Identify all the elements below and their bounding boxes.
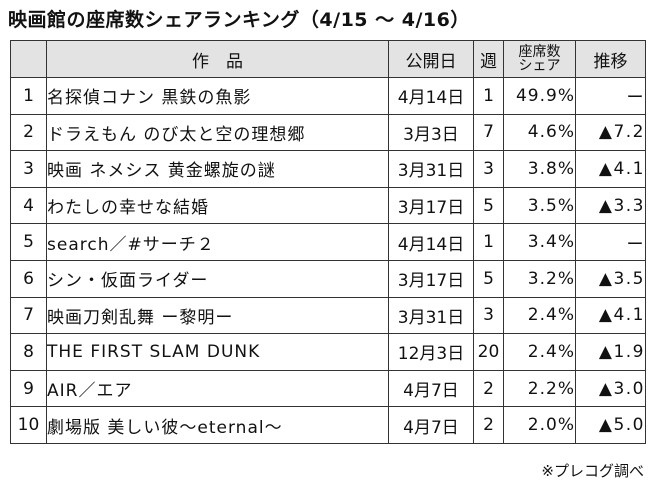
release-cell: 4月14日 — [388, 77, 474, 115]
release-cell: 4月7日 — [388, 369, 474, 408]
weeks-cell: 1 — [473, 77, 504, 115]
share-cell: 4.6% — [503, 113, 576, 152]
title-cell: AIR／エア — [46, 369, 389, 408]
share-cell: 2.4% — [503, 296, 576, 335]
table-row: 6 シン・仮面ライダー 3月17日 5 3.2% ▲3.5 — [10, 259, 646, 298]
weeks-cell: 3 — [473, 296, 504, 335]
table-row: 8 THE FIRST SLAM DUNK 12月3日 20 2.4% ▲1.9 — [10, 333, 646, 371]
header-seat-share-line2: シェア — [518, 58, 561, 74]
title-cell: わたしの幸せな結婚 — [46, 186, 389, 225]
table-row: 9 AIR／エア 4月7日 2 2.2% ▲3.0 — [10, 369, 646, 408]
share-cell: 2.2% — [503, 369, 576, 408]
trend-cell: ー — [575, 77, 646, 115]
source-note: ※プレコグ調べ — [541, 462, 644, 480]
title-cell: シン・仮面ライダー — [46, 259, 389, 298]
table-row: 3 映画 ネメシス 黄金螺旋の謎 3月31日 3 3.8% ▲4.1 — [10, 150, 646, 188]
weeks-cell: 2 — [473, 369, 504, 408]
rank-cell: 6 — [10, 259, 47, 298]
release-cell: 4月14日 — [388, 223, 474, 261]
rank-cell: 9 — [10, 369, 47, 408]
rank-cell: 4 — [10, 186, 47, 225]
header-trend: 推移 — [575, 40, 646, 78]
share-cell: 2.0% — [503, 406, 576, 444]
weeks-cell: 7 — [473, 113, 504, 152]
share-cell: 3.5% — [503, 186, 576, 225]
table-row: 2 ドラえもん のび太と空の理想郷 3月3日 7 4.6% ▲7.2 — [10, 113, 646, 152]
weeks-cell: 20 — [473, 333, 504, 371]
header-title: 作 品 — [46, 40, 389, 78]
rank-cell: 5 — [10, 223, 47, 261]
rank-cell: 8 — [10, 333, 47, 371]
title-cell: THE FIRST SLAM DUNK — [46, 333, 389, 371]
trend-cell: ▲3.3 — [575, 186, 646, 225]
title-cell: 映画 ネメシス 黄金螺旋の謎 — [46, 150, 389, 188]
rank-cell: 3 — [10, 150, 47, 188]
trend-cell: ▲4.1 — [575, 150, 646, 188]
title-cell: 名探偵コナン 黒鉄の魚影 — [46, 77, 389, 115]
share-cell: 3.2% — [503, 259, 576, 298]
header-rank — [10, 40, 47, 78]
trend-cell: ▲4.1 — [575, 296, 646, 335]
trend-cell: ▲3.0 — [575, 369, 646, 408]
table-row: 5 search／#サーチ２ 4月14日 1 3.4% ー — [10, 223, 646, 261]
title-cell: 映画刀剣乱舞 ー黎明ー — [46, 296, 389, 335]
trend-cell: ▲7.2 — [575, 113, 646, 152]
share-cell: 3.8% — [503, 150, 576, 188]
rank-cell: 2 — [10, 113, 47, 152]
release-cell: 3月17日 — [388, 259, 474, 298]
title-cell: 劇場版 美しい彼～eternal～ — [46, 406, 389, 444]
release-cell: 3月31日 — [388, 296, 474, 335]
rank-cell: 7 — [10, 296, 47, 335]
title-cell: search／#サーチ２ — [46, 223, 389, 261]
header-seat-share: 座席数 シェア — [503, 40, 576, 78]
trend-cell: ▲3.5 — [575, 259, 646, 298]
weeks-cell: 3 — [473, 150, 504, 188]
table-row: 1 名探偵コナン 黒鉄の魚影 4月14日 1 49.9% ー — [10, 77, 646, 115]
release-cell: 3月3日 — [388, 113, 474, 152]
header-release-date: 公開日 — [388, 40, 474, 78]
share-cell: 3.4% — [503, 223, 576, 261]
table-header-row: 作 品 公開日 週 座席数 シェア 推移 — [10, 40, 646, 78]
weeks-cell: 2 — [473, 406, 504, 444]
release-cell: 12月3日 — [388, 333, 474, 371]
rank-cell: 1 — [10, 77, 47, 115]
release-cell: 4月7日 — [388, 406, 474, 444]
page-title: 映画館の座席数シェアランキング（4/15 ～ 4/16） — [8, 9, 470, 31]
trend-cell: ▲5.0 — [575, 406, 646, 444]
trend-cell: ▲1.9 — [575, 333, 646, 371]
table-row: 7 映画刀剣乱舞 ー黎明ー 3月31日 3 2.4% ▲4.1 — [10, 296, 646, 335]
table-row: 4 わたしの幸せな結婚 3月17日 5 3.5% ▲3.3 — [10, 186, 646, 225]
header-weeks: 週 — [473, 40, 504, 78]
ranking-table: 作 品 公開日 週 座席数 シェア 推移 1 名探偵コナン 黒鉄の魚影 4月14… — [10, 40, 646, 444]
trend-cell: ー — [575, 223, 646, 261]
weeks-cell: 1 — [473, 223, 504, 261]
weeks-cell: 5 — [473, 186, 504, 225]
table-row: 10 劇場版 美しい彼～eternal～ 4月7日 2 2.0% ▲5.0 — [10, 406, 646, 444]
share-cell: 2.4% — [503, 333, 576, 371]
weeks-cell: 5 — [473, 259, 504, 298]
release-cell: 3月31日 — [388, 150, 474, 188]
share-cell: 49.9% — [503, 77, 576, 115]
header-seat-share-line1: 座席数 — [518, 44, 561, 60]
title-cell: ドラえもん のび太と空の理想郷 — [46, 113, 389, 152]
release-cell: 3月17日 — [388, 186, 474, 225]
rank-cell: 10 — [10, 406, 47, 444]
